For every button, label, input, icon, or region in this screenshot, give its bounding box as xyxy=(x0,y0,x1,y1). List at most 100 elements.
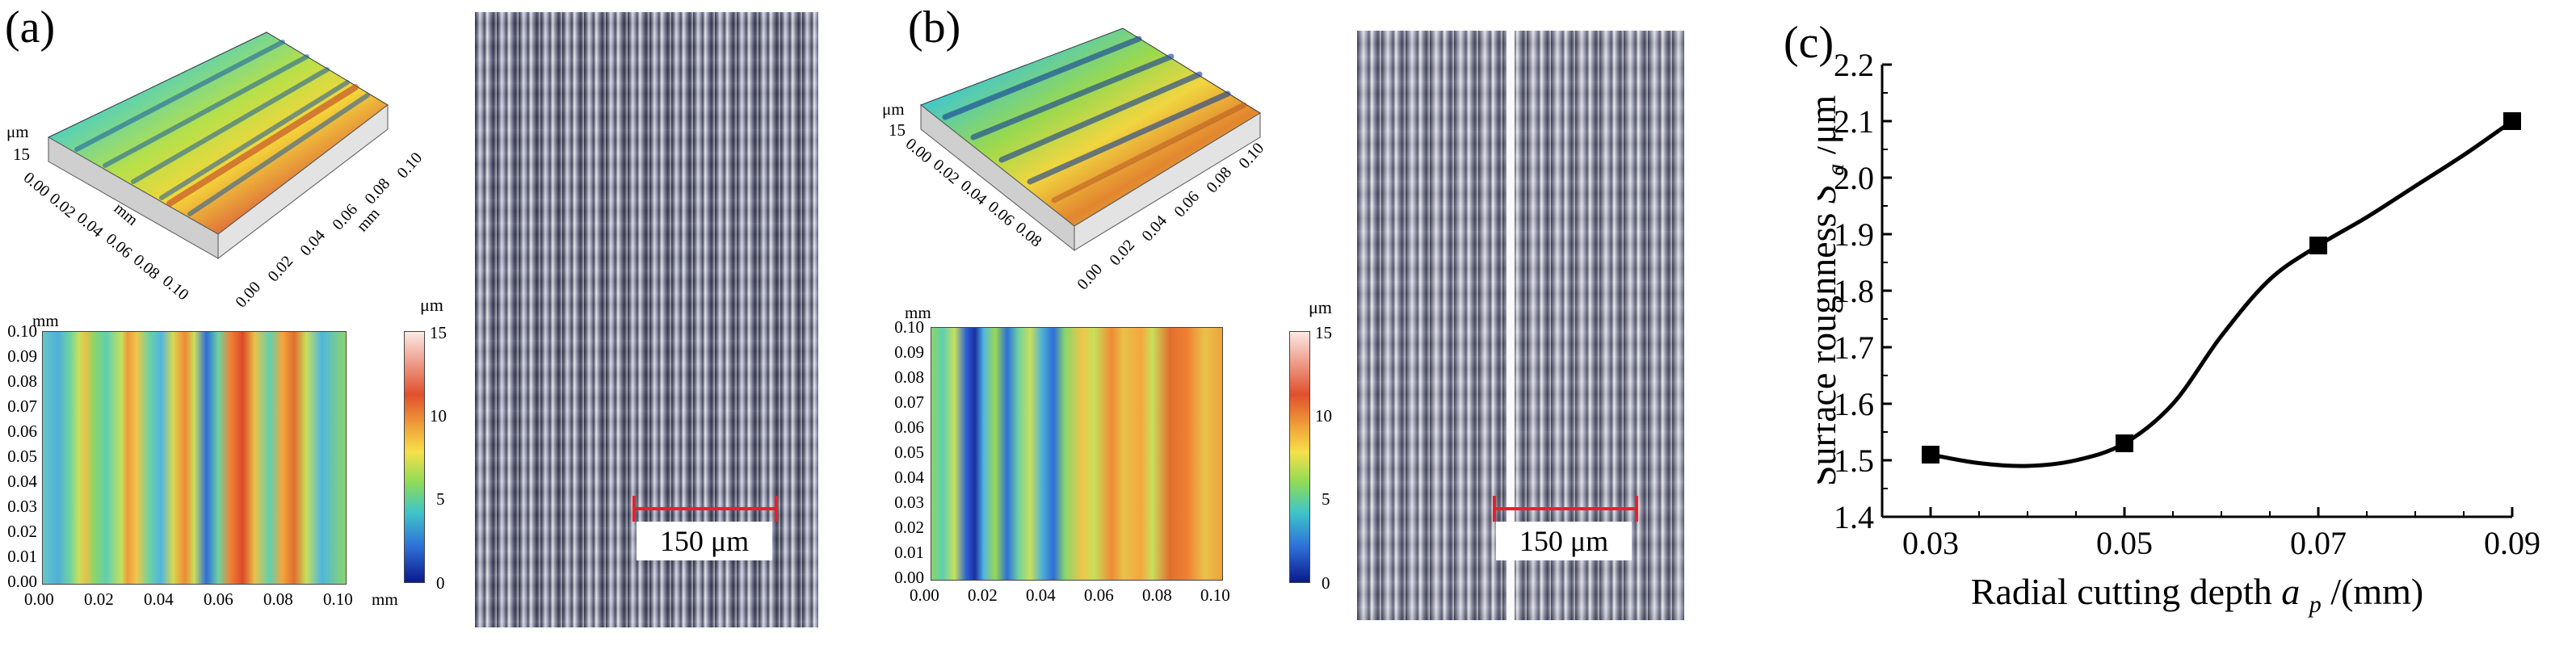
map-a-ytick: 0.01 xyxy=(7,547,37,566)
colorbar-b-unit: μm xyxy=(1309,297,1332,317)
map-b-ytick: 0.06 xyxy=(894,417,924,437)
surface-a-xtick: 0.02 xyxy=(46,190,79,221)
y-tick-label: 1.4 xyxy=(1834,499,1874,535)
colorbar-b-tick: 15 xyxy=(1315,323,1332,342)
map-a-x-ticks: 0.00 0.02 0.04 0.06 0.08 0.10 xyxy=(24,589,372,614)
map-b-ytick: 0.01 xyxy=(894,543,924,562)
colorbar-b-tick: 5 xyxy=(1322,489,1330,509)
map-b-ytick: 0.03 xyxy=(894,493,924,512)
y-tick-label: 1.8 xyxy=(1834,273,1874,309)
surface-a-ytick: 0.06 xyxy=(329,201,361,234)
map-b-heatmap xyxy=(931,327,1223,581)
data-point xyxy=(2309,237,2327,254)
surface-b-xtick: 0.00 xyxy=(902,135,935,166)
map-b-xtick: 0.06 xyxy=(1084,585,1114,605)
scale-label-b: 150 μm xyxy=(1496,522,1632,560)
map-a-xtick: 0.02 xyxy=(84,589,114,609)
map-a-y-unit: mm xyxy=(32,311,59,330)
data-point xyxy=(2503,112,2521,130)
data-point xyxy=(1922,446,1939,464)
y-tick-label: 1.7 xyxy=(1834,329,1874,366)
x-tick-label: 0.07 xyxy=(2290,525,2347,561)
map-a-x-unit: mm xyxy=(372,589,398,609)
surface-b-ytick: 0.02 xyxy=(1106,237,1138,270)
scale-label-a: 150 μm xyxy=(637,522,772,560)
panel-a-label: (a) xyxy=(5,2,56,52)
map-a-ytick: 0.10 xyxy=(7,321,37,341)
panel-b-label: (b) xyxy=(908,2,961,52)
surface-b-ytick: 0.06 xyxy=(1170,188,1203,221)
chart-markers xyxy=(1922,112,2521,464)
surface-a-ytick: 0.10 xyxy=(393,149,426,182)
map-a-ytick: 0.03 xyxy=(7,497,37,516)
surface-b-xtick: 0.06 xyxy=(985,198,1018,229)
surface-a-ytick: 0.00 xyxy=(232,279,264,312)
colorbar-a xyxy=(404,331,425,583)
map-a-xtick: 0.06 xyxy=(204,589,233,609)
scale-bar-a xyxy=(632,496,778,522)
surface-b-unit: μm xyxy=(882,99,905,119)
colorbar-b-tick: 0 xyxy=(1322,573,1330,593)
map-b-xtick: 0.04 xyxy=(1026,585,1056,605)
colorbar-a-unit: μm xyxy=(420,295,443,315)
surface-a-ytick: 0.04 xyxy=(296,227,329,260)
x-tick-label: 0.09 xyxy=(2484,525,2540,561)
map-b-x-ticks: 0.00 0.02 0.04 0.06 0.08 0.10 xyxy=(910,585,1249,610)
map-b-xtick: 0.02 xyxy=(968,585,998,605)
map-a-ytick: 0.09 xyxy=(7,346,37,366)
panel-a-surface-3d: μm 15 0.00 0.02 0.04 0.06 0.08 0.10 mm 0… xyxy=(0,16,436,323)
map-a-ytick: 0.02 xyxy=(7,522,37,541)
map-b-ytick: 0.08 xyxy=(894,367,924,387)
surface-b-xtick: 0.02 xyxy=(930,156,963,187)
panel-c-label: (c) xyxy=(1784,18,1834,68)
y-tick-label: 2.1 xyxy=(1834,103,1874,140)
map-b-ytick: 0.10 xyxy=(894,317,924,337)
colorbar-a-tick: 10 xyxy=(430,406,447,426)
data-point xyxy=(2116,434,2133,452)
surface-a-xtick: 0.00 xyxy=(20,169,53,200)
map-b-ytick: 0.05 xyxy=(894,443,924,462)
colorbar-a-tick: 15 xyxy=(430,323,447,342)
map-a-y-ticks: 0.10 0.09 0.08 0.07 0.06 0.05 0.04 0.03 … xyxy=(0,321,39,591)
map-a-ytick: 0.08 xyxy=(7,371,37,391)
y-axis-label: Surface roughness S a /μm xyxy=(1817,95,1851,486)
map-a-ytick: 0.05 xyxy=(7,447,37,466)
surface-a-xtick: 0.06 xyxy=(103,230,136,262)
map-a-ytick: 0.07 xyxy=(7,396,37,416)
chart-ticks: 1.4 1.5 1.6 1.7 1.8 1.9 2.0 2.1 2.2 0.03 0.05 0.07 0… xyxy=(1834,47,2540,561)
map-b-ytick: 0.09 xyxy=(894,342,924,362)
y-tick-label: 1.9 xyxy=(1834,216,1874,253)
surface-a-xtick: 0.04 xyxy=(74,209,107,241)
colorbar-b xyxy=(1289,331,1310,583)
panel-b-surface-3d: μm 15 0.00 0.02 0.04 0.06 0.08 0.00 0.02… xyxy=(872,16,1309,323)
y-tick-label: 1.5 xyxy=(1834,443,1874,479)
x-axis-label: Radial cutting depth a p /(mm) xyxy=(1971,571,2424,620)
colorbar-a-tick: 5 xyxy=(436,489,445,509)
surface-a-ytick: 0.02 xyxy=(264,253,296,286)
y-tick-label: 2.0 xyxy=(1834,160,1874,196)
map-a-ytick: 0.04 xyxy=(7,472,37,491)
map-b-y-unit: mm xyxy=(905,303,931,322)
surface-a-xtick: 0.08 xyxy=(130,251,163,283)
y-tick-label: 1.6 xyxy=(1834,386,1874,422)
colorbar-a-tick: 0 xyxy=(436,573,445,593)
map-a-ytick: 0.06 xyxy=(7,422,37,441)
surface-a-ytick: 0.08 xyxy=(361,175,393,208)
map-a-ytick: 0.00 xyxy=(7,572,37,591)
surface-b-ytick: 0.00 xyxy=(1074,261,1106,294)
surface-a-xtick: 0.10 xyxy=(159,272,192,304)
map-b-y-ticks: 0.10 0.09 0.08 0.07 0.06 0.05 0.04 0.03 … xyxy=(872,317,926,587)
x-tick-label: 0.03 xyxy=(1902,525,1959,561)
roughness-curve xyxy=(1930,119,2514,468)
map-b-ytick: 0.00 xyxy=(894,568,924,587)
map-b-ytick: 0.02 xyxy=(894,518,924,537)
roughness-chart: 1.4 1.5 1.6 1.7 1.8 1.9 2.0 2.1 2.2 0.03 0.05 0.07 0… xyxy=(1817,47,2540,620)
surface-b-xtick: 0.04 xyxy=(957,177,990,208)
map-a-xtick: 0.08 xyxy=(263,589,293,609)
y-tick-label: 2.2 xyxy=(1834,47,1874,83)
scale-bar-b xyxy=(1493,496,1638,522)
map-b-ytick: 0.07 xyxy=(894,392,924,412)
map-a-xtick: 0.04 xyxy=(144,589,174,609)
surface-a-zmax: 15 xyxy=(13,145,30,164)
map-b-xtick: 0.10 xyxy=(1200,585,1230,605)
